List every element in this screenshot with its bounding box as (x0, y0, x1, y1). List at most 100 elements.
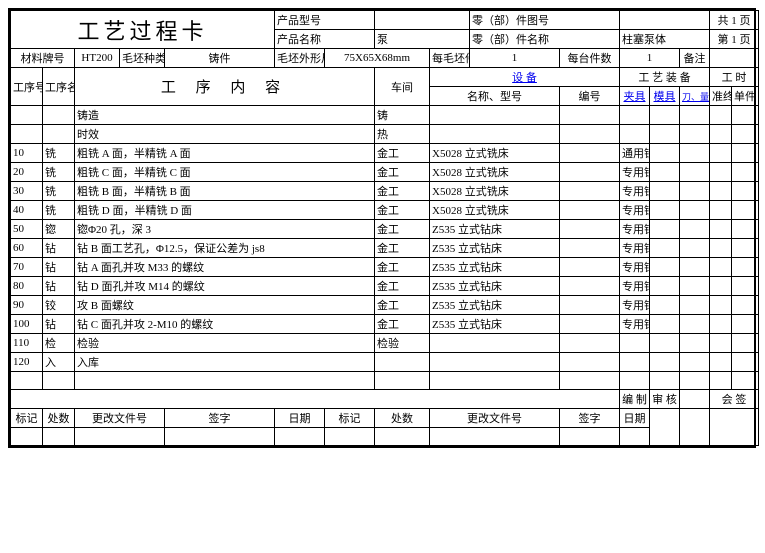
cell-cutter (680, 201, 710, 220)
cell-unit (732, 125, 759, 144)
footer-places2: 处数 (375, 409, 430, 428)
table-row: 120入入库 (11, 353, 759, 372)
footer-mark: 标记 (11, 409, 43, 428)
col-equipment[interactable]: 设 备 (430, 68, 620, 87)
cell-fixture: 专用钻夹具 (620, 296, 650, 315)
cell-name: 检 (43, 334, 75, 353)
table-row: 70钻钻 A 面孔并攻 M33 的螺纹金工Z535 立式钻床专用钻夹具 (11, 258, 759, 277)
col-unit: 单件 (732, 87, 759, 106)
cell-no (11, 106, 43, 125)
cell-cutter (680, 125, 710, 144)
cell-unit (732, 163, 759, 182)
cell-equip (430, 334, 560, 353)
cell-content: 钻 B 面工艺孔，Φ12.5，保证公差为 js8 (75, 239, 375, 258)
cell-fixture: 通用铣夹具 (620, 144, 650, 163)
cell-mold (650, 182, 680, 201)
cell-equip: Z535 立式钻床 (430, 258, 560, 277)
col-process-name: 工序名称 (43, 68, 75, 106)
cell-equip: Z535 立式钻床 (430, 315, 560, 334)
col-mold[interactable]: 模具 (650, 87, 680, 106)
cell-name: 钻 (43, 239, 75, 258)
table-row: 时效热 (11, 125, 759, 144)
col-hours: 工 时 (710, 68, 759, 87)
cell-fixture: 专用钻夹具 (620, 315, 650, 334)
cell-cutter (680, 334, 710, 353)
cell-cutter (680, 106, 710, 125)
cell-equip (430, 125, 560, 144)
cell-content: 粗铣 C 面，半精铣 C 面 (75, 163, 375, 182)
product-model-lbl: 产品型号 (275, 11, 375, 30)
table-row: 20铣粗铣 C 面，半精铣 C 面金工X5028 立式铣床专用铣夹具 (11, 163, 759, 182)
cell-ws: 金工 (375, 144, 430, 163)
cell-cutter (680, 182, 710, 201)
cell-prep (710, 296, 732, 315)
cell-prep (710, 125, 732, 144)
cell-mold (650, 334, 680, 353)
cell-content: 铸造 (75, 106, 375, 125)
cell-unit (732, 220, 759, 239)
part-drawing-lbl: 零（部）件图号 (470, 11, 620, 30)
cell-name: 锪 (43, 220, 75, 239)
cell-equip-no (560, 163, 620, 182)
cell-cutter (680, 163, 710, 182)
cell-ws: 金工 (375, 296, 430, 315)
col-fixture[interactable]: 夹具 (620, 87, 650, 106)
cell-prep (710, 315, 732, 334)
footer-change-doc: 更改文件号 (75, 409, 165, 428)
cell-prep (710, 144, 732, 163)
cell-ws (375, 353, 430, 372)
cell-no: 100 (11, 315, 43, 334)
cell-name: 铣 (43, 201, 75, 220)
table-row: 60钻钻 B 面工艺孔，Φ12.5，保证公差为 js8金工Z535 立式钻床专用… (11, 239, 759, 258)
footer-date: 日期 (275, 409, 325, 428)
cell-equip-no (560, 334, 620, 353)
footer-mark2: 标记 (325, 409, 375, 428)
cell-equip-no (560, 353, 620, 372)
cell-ws: 金工 (375, 220, 430, 239)
cell-no (11, 125, 43, 144)
cell-ws: 金工 (375, 277, 430, 296)
cell-name: 铣 (43, 163, 75, 182)
footer-sign2: 签字 (560, 409, 620, 428)
cell-ws: 检验 (375, 334, 430, 353)
footer-compile: 编 制 (620, 390, 650, 409)
cell-name: 铰 (43, 296, 75, 315)
cell-mold (650, 106, 680, 125)
cell-equip-no (560, 201, 620, 220)
cell-equip: Z535 立式钻床 (430, 239, 560, 258)
cell-ws: 金工 (375, 163, 430, 182)
cell-mold (650, 315, 680, 334)
col-cutter[interactable]: 刀、量具 (680, 87, 710, 106)
cell-equip-no (560, 239, 620, 258)
table-row: 10铣粗铣 A 面，半精铣 A 面金工X5028 立式铣床通用铣夹具 (11, 144, 759, 163)
table-row: 铸造铸 (11, 106, 759, 125)
cell-content: 检验 (75, 334, 375, 353)
cell-fixture: 专用钻夹具 (620, 239, 650, 258)
cell-cutter (680, 353, 710, 372)
cell-no: 60 (11, 239, 43, 258)
cell-fixture: 专用铣夹具 (620, 201, 650, 220)
cell-fixture (620, 125, 650, 144)
cell-prep (710, 258, 732, 277)
cell-fixture: 专用铣夹具 (620, 182, 650, 201)
table-row: 40铣粗铣 D 面，半精铣 D 面金工X5028 立式铣床专用铣夹具 (11, 201, 759, 220)
cell-equip: Z535 立式钻床 (430, 220, 560, 239)
cell-equip-no (560, 182, 620, 201)
cell-cutter (680, 315, 710, 334)
material-lbl: 材料牌号 (11, 49, 75, 68)
cell-no: 80 (11, 277, 43, 296)
cell-cutter (680, 239, 710, 258)
per-unit: 1 (620, 49, 680, 68)
part-drawing (620, 11, 710, 30)
cell-equip: Z535 立式钻床 (430, 296, 560, 315)
cell-cutter (680, 277, 710, 296)
blank-type: 铸件 (165, 49, 275, 68)
cell-unit (732, 106, 759, 125)
per-blank-lbl: 每毛坯件数 (430, 49, 470, 68)
cell-unit (732, 144, 759, 163)
cell-no: 110 (11, 334, 43, 353)
part-name-lbl: 零（部）件名称 (470, 30, 620, 49)
col-equip-name: 名称、型号 (430, 87, 560, 106)
cell-ws: 金工 (375, 258, 430, 277)
cell-no: 30 (11, 182, 43, 201)
